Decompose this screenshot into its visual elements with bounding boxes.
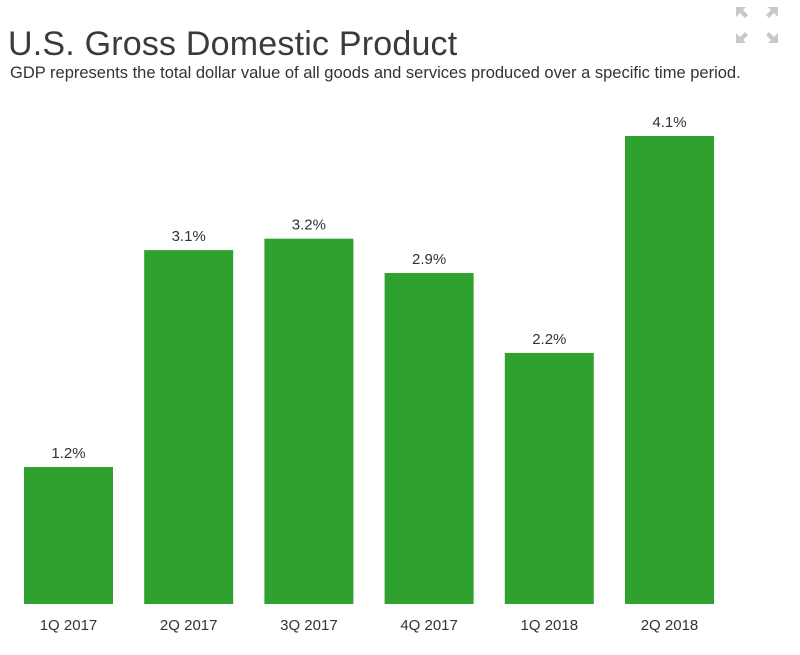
bar-2q-2017 (144, 250, 234, 604)
chart-subtitle: GDP represents the total dollar value of… (10, 64, 741, 82)
page-title: U.S. Gross Domestic Product (8, 24, 458, 63)
expand-arrows-icon[interactable] (734, 4, 780, 46)
bar-value-label: 4.1% (652, 114, 686, 131)
bar-4q-2017 (384, 273, 474, 604)
bar-value-label: 3.1% (172, 228, 206, 245)
x-tick-label: 3Q 2017 (280, 617, 338, 634)
bar-1q-2018 (504, 352, 594, 604)
x-tick-label: 4Q 2017 (400, 617, 458, 634)
x-tick-label: 2Q 2018 (641, 617, 699, 634)
x-tick-label: 2Q 2017 (160, 617, 218, 634)
bar-value-label: 2.2% (532, 331, 566, 348)
bar-1q-2017 (24, 467, 113, 604)
x-tick-label: 1Q 2018 (521, 617, 579, 634)
bar-value-label: 1.2% (51, 445, 85, 462)
bar-3q-2017 (264, 238, 354, 604)
bar-2q-2018 (625, 136, 714, 604)
bar-value-label: 2.9% (412, 251, 446, 268)
x-tick-label: 1Q 2017 (40, 617, 98, 634)
bar-value-label: 3.2% (292, 217, 326, 234)
